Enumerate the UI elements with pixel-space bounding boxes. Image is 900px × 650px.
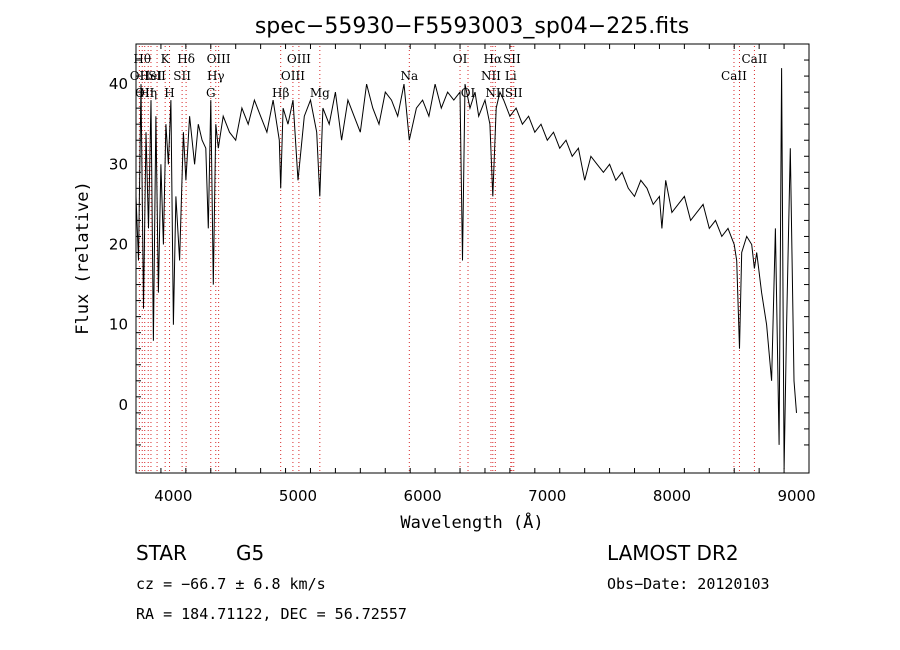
x-tick-label: 8000 [653,487,691,505]
line-marker-label: Hδ [177,52,195,66]
y-tick-label: 20 [109,235,128,253]
line-marker-label: OI [453,52,468,66]
spectrum-line [135,68,797,470]
line-marker-label: SII [505,86,523,100]
line-marker-label: NII [485,86,505,100]
line-marker-label: G [206,86,216,100]
spectral-line-markers [138,46,755,473]
line-marker-label: SII [148,69,166,83]
x-tick-label: 5000 [279,487,317,505]
spectral-line-labels: OIIHθOIIHηHeISIIKHSIIHδGHγOIIIHβOIIIOIII… [130,52,768,100]
line-marker-label: CaII [721,69,747,83]
x-tick-label: 4000 [154,487,192,505]
x-axis-ticks: 4000 5000 6000 7000 8000 9000 [135,44,816,505]
y-tick-label: 40 [109,75,128,93]
y-tick-label: 0 [118,396,128,414]
line-marker-label: K [161,52,171,66]
line-marker-label: OIII [207,52,231,66]
x-tick-label: 9000 [777,487,815,505]
y-tick-label: 10 [109,316,128,334]
line-marker-label: Hη [139,86,157,100]
line-marker-label: OIII [281,69,305,83]
line-marker-label: CaII [741,52,767,66]
line-marker-label: Mg [310,86,330,100]
line-marker-label: Hθ [133,52,151,66]
line-marker-label: SII [173,69,191,83]
line-marker-label: Hγ [207,69,225,83]
line-marker-label: H [164,86,174,100]
observation-date: Obs−Date: 20120103 [607,575,770,593]
object-class: STAR [136,541,187,565]
line-marker-label: Na [400,69,418,83]
line-marker-label: OIII [287,52,311,66]
x-tick-label: 7000 [528,487,566,505]
redshift-velocity: cz = −66.7 ± 6.8 km/s [136,575,326,593]
line-marker-label: OII [135,86,155,100]
y-tick-label: 30 [109,155,128,173]
spectral-subclass: G5 [236,541,265,565]
line-marker-label: Hβ [272,86,289,100]
x-tick-label: 6000 [404,487,442,505]
x-axis-label: Wavelength (Å) [400,511,543,533]
line-marker-label: SII [503,52,521,66]
chart-title: spec−55930−F5593003_sp04−225.fits [255,14,689,39]
line-marker-label: HeI [140,69,163,83]
plot-frame [135,43,810,474]
line-marker-label: Li [505,69,517,83]
y-axis-label: Flux (relative) [73,181,93,335]
y-axis-ticks: 0 10 20 30 40 [109,43,809,446]
survey-name: LAMOST DR2 [607,541,739,565]
sky-coordinates: RA = 184.71122, DEC = 56.72557 [136,605,407,623]
line-marker-label: Hα [484,52,503,66]
line-marker-label: NII [481,69,501,83]
